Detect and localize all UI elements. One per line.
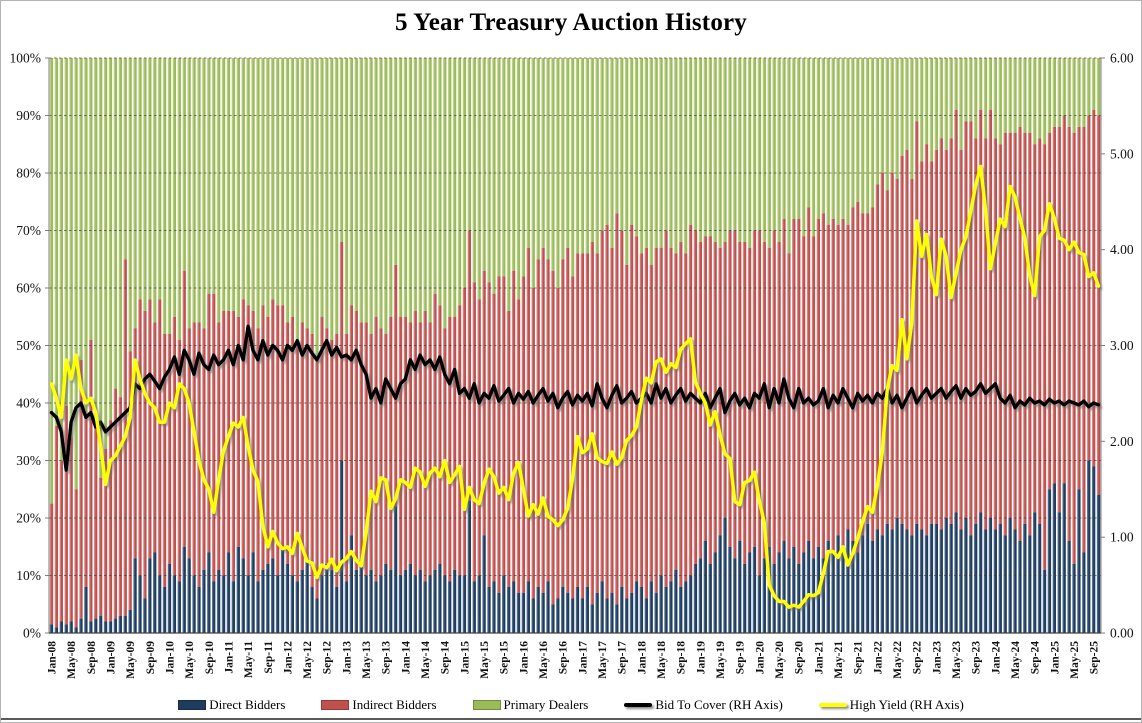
svg-text:50%: 50% (16, 338, 41, 353)
svg-text:May-10: May-10 (184, 641, 196, 679)
svg-text:0%: 0% (23, 626, 41, 641)
svg-text:May-21: May-21 (833, 641, 845, 679)
svg-text:Jan-10: Jan-10 (164, 641, 176, 674)
svg-text:May-22: May-22 (892, 641, 904, 679)
svg-text:May-17: May-17 (597, 641, 609, 679)
line-swatch-icon (818, 703, 847, 707)
svg-text:Sep-13: Sep-13 (381, 641, 393, 674)
axes (45, 57, 1105, 634)
bar-swatch-icon (178, 700, 207, 710)
svg-text:1.00: 1.00 (1110, 530, 1134, 545)
svg-text:Jan-16: Jan-16 (518, 641, 530, 674)
svg-text:Jan-11: Jan-11 (223, 641, 235, 674)
svg-text:May-19: May-19 (715, 641, 727, 679)
svg-text:Sep-24: Sep-24 (1030, 641, 1042, 674)
svg-text:May-18: May-18 (656, 641, 668, 679)
svg-text:May-13: May-13 (361, 641, 373, 679)
svg-text:Jan-08: Jan-08 (46, 641, 58, 674)
svg-text:0.00: 0.00 (1110, 626, 1134, 641)
svg-text:Sep-16: Sep-16 (558, 641, 570, 674)
svg-text:Sep-21: Sep-21 (853, 641, 865, 674)
bid-to-cover-line (49, 324, 1101, 472)
svg-text:May-15: May-15 (479, 641, 491, 679)
svg-text:4.00: 4.00 (1110, 242, 1134, 257)
chart-legend: Direct Bidders Indirect Bidders Primary De… (1, 695, 1141, 715)
svg-text:Jan-17: Jan-17 (577, 641, 589, 674)
svg-text:Jan-13: Jan-13 (341, 641, 353, 674)
svg-text:Jan-22: Jan-22 (872, 641, 884, 674)
svg-text:May-16: May-16 (538, 641, 550, 679)
svg-text:Sep-22: Sep-22 (912, 641, 924, 674)
legend-label: Primary Dealers (503, 697, 589, 712)
svg-text:Sep-10: Sep-10 (204, 641, 216, 674)
svg-text:Sep-11: Sep-11 (263, 641, 275, 674)
svg-text:May-09: May-09 (125, 641, 137, 679)
legend-label: High Yield (RH Axis) (849, 697, 964, 712)
legend-item-direct-bidders: Direct Bidders (178, 697, 285, 713)
svg-text:May-23: May-23 (951, 641, 963, 679)
svg-text:Sep-15: Sep-15 (499, 641, 511, 674)
svg-text:Sep-09: Sep-09 (145, 641, 157, 674)
svg-text:Sep-25: Sep-25 (1089, 641, 1101, 674)
svg-text:May-12: May-12 (302, 641, 314, 679)
line-swatch-icon (624, 703, 653, 707)
svg-text:10%: 10% (16, 568, 41, 583)
svg-text:Sep-18: Sep-18 (676, 641, 688, 674)
svg-text:60%: 60% (16, 281, 41, 296)
svg-text:May-08: May-08 (66, 641, 78, 679)
svg-text:May-25: May-25 (1069, 641, 1081, 679)
svg-text:Jan-21: Jan-21 (813, 641, 825, 674)
svg-text:May-20: May-20 (774, 641, 786, 679)
legend-item-indirect-bidders: Indirect Bidders (321, 697, 437, 713)
bar-swatch-icon (321, 700, 350, 710)
legend-item-high-yield-rh-axis: High Yield (RH Axis) (818, 697, 964, 713)
svg-text:Jan-20: Jan-20 (754, 641, 766, 674)
svg-text:Sep-08: Sep-08 (86, 641, 98, 674)
svg-text:Jan-14: Jan-14 (400, 641, 412, 674)
svg-text:20%: 20% (16, 511, 41, 526)
legend-label: Indirect Bidders (352, 697, 437, 712)
svg-text:30%: 30% (16, 453, 41, 468)
bar-swatch-icon (472, 700, 501, 710)
svg-text:Jan-19: Jan-19 (695, 641, 707, 674)
svg-text:Sep-12: Sep-12 (322, 641, 334, 674)
svg-text:Sep-20: Sep-20 (794, 641, 806, 674)
legend-item-primary-dealers: Primary Dealers (472, 697, 589, 713)
legend-item-bid-to-cover-rh-axis: Bid To Cover (RH Axis) (624, 697, 783, 713)
svg-text:Jan-23: Jan-23 (931, 641, 943, 674)
svg-text:Sep-23: Sep-23 (971, 641, 983, 674)
chart-title: 5 Year Treasury Auction History (394, 9, 748, 36)
legend-label: Bid To Cover (RH Axis) (655, 697, 783, 712)
svg-text:Jan-12: Jan-12 (282, 641, 294, 674)
svg-text:Jan-09: Jan-09 (105, 641, 117, 674)
svg-text:Jan-25: Jan-25 (1049, 641, 1061, 674)
svg-text:Sep-14: Sep-14 (440, 641, 452, 674)
svg-text:May-11: May-11 (243, 641, 255, 678)
stacked-bars (49, 58, 1101, 633)
horizontal-gridlines (49, 57, 1101, 576)
legend-label: Direct Bidders (209, 697, 286, 712)
svg-text:May-14: May-14 (420, 641, 432, 679)
svg-text:Sep-19: Sep-19 (735, 641, 747, 674)
high-yield-line (49, 164, 1101, 609)
svg-text:40%: 40% (16, 396, 41, 411)
svg-text:Jan-15: Jan-15 (459, 641, 471, 674)
axis-labels: 100% 90% 80% 70% 60% 50% 40% 30% 20% 10% 0% 6.00 5.0… (10, 51, 1134, 679)
svg-text:100%: 100% (10, 51, 42, 66)
svg-text:Sep-17: Sep-17 (617, 641, 629, 674)
svg-text:5.00: 5.00 (1110, 146, 1134, 161)
svg-text:80%: 80% (16, 166, 41, 181)
svg-text:May-24: May-24 (1010, 641, 1022, 679)
svg-text:6.00: 6.00 (1110, 51, 1134, 66)
svg-text:70%: 70% (16, 223, 41, 238)
svg-text:2.00: 2.00 (1110, 434, 1134, 449)
svg-text:3.00: 3.00 (1110, 338, 1134, 353)
svg-text:Jan-24: Jan-24 (990, 641, 1002, 674)
bottom-divider (1, 718, 1141, 720)
svg-text:90%: 90% (16, 108, 41, 123)
svg-text:Jan-18: Jan-18 (636, 641, 648, 674)
